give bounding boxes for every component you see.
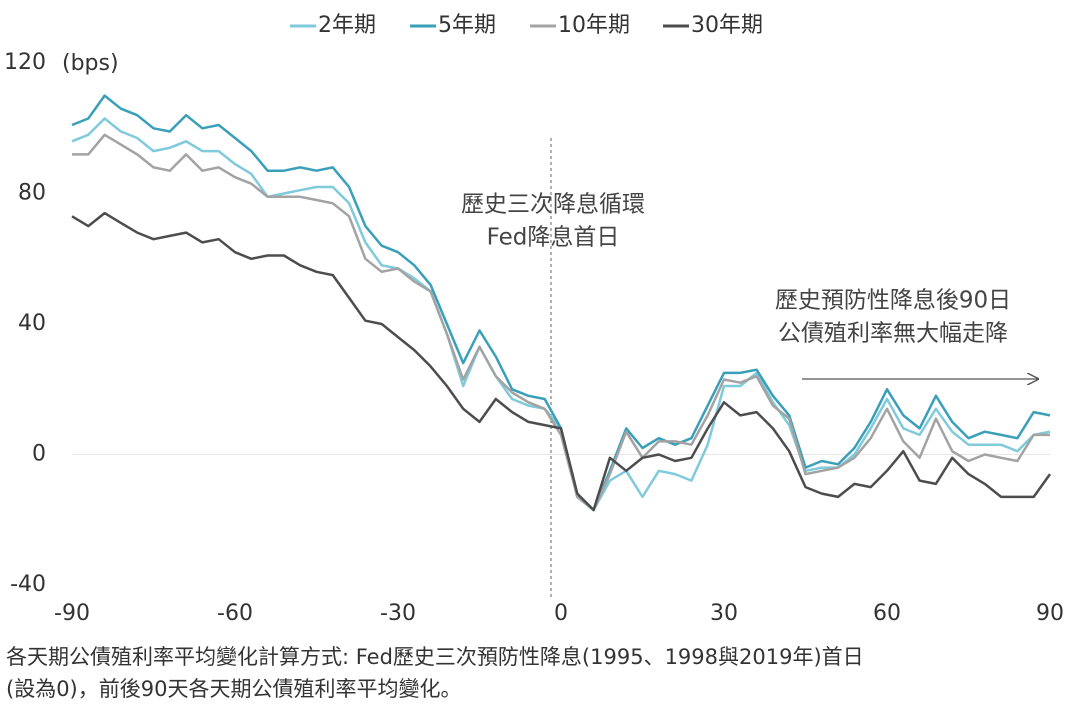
annotation: 歷史預防性降息後90日 xyxy=(775,288,1011,314)
x-tick-label: -30 xyxy=(380,601,416,626)
y-tick-label: 120 xyxy=(4,50,46,75)
y-tick-label: 40 xyxy=(18,311,46,336)
x-tick-label: 30 xyxy=(710,601,738,626)
x-tick-label: 90 xyxy=(1036,601,1064,626)
annotation: Fed降息首日 xyxy=(487,225,620,251)
series-line xyxy=(71,211,1052,512)
y-axis-label: (bps) xyxy=(62,51,119,76)
annotation: 公債殖利率無大幅走降 xyxy=(778,321,1008,347)
x-tick-label: -90 xyxy=(54,601,90,626)
y-tick-label: 80 xyxy=(18,181,46,206)
x-tick-label: 60 xyxy=(873,601,901,626)
legend-label: 2年期 xyxy=(318,13,376,38)
series-line xyxy=(72,133,1050,512)
x-tick-label: -60 xyxy=(217,601,253,626)
x-tick-label: 0 xyxy=(554,601,568,626)
footnote: 各天期公債殖利率平均變化計算方式: Fed歷史三次預防性降息(1995、1998… xyxy=(6,645,864,669)
y-tick-label: -40 xyxy=(10,572,46,597)
legend-label: 5年期 xyxy=(438,13,496,38)
legend-label: 10年期 xyxy=(558,13,630,38)
legend-label: 30年期 xyxy=(691,13,763,38)
annotation: 歷史三次降息循環 xyxy=(461,192,645,218)
footnote: (設為0)，前後90天各天期公債殖利率平均變化。 xyxy=(6,677,461,701)
y-tick-label: 0 xyxy=(32,442,46,467)
